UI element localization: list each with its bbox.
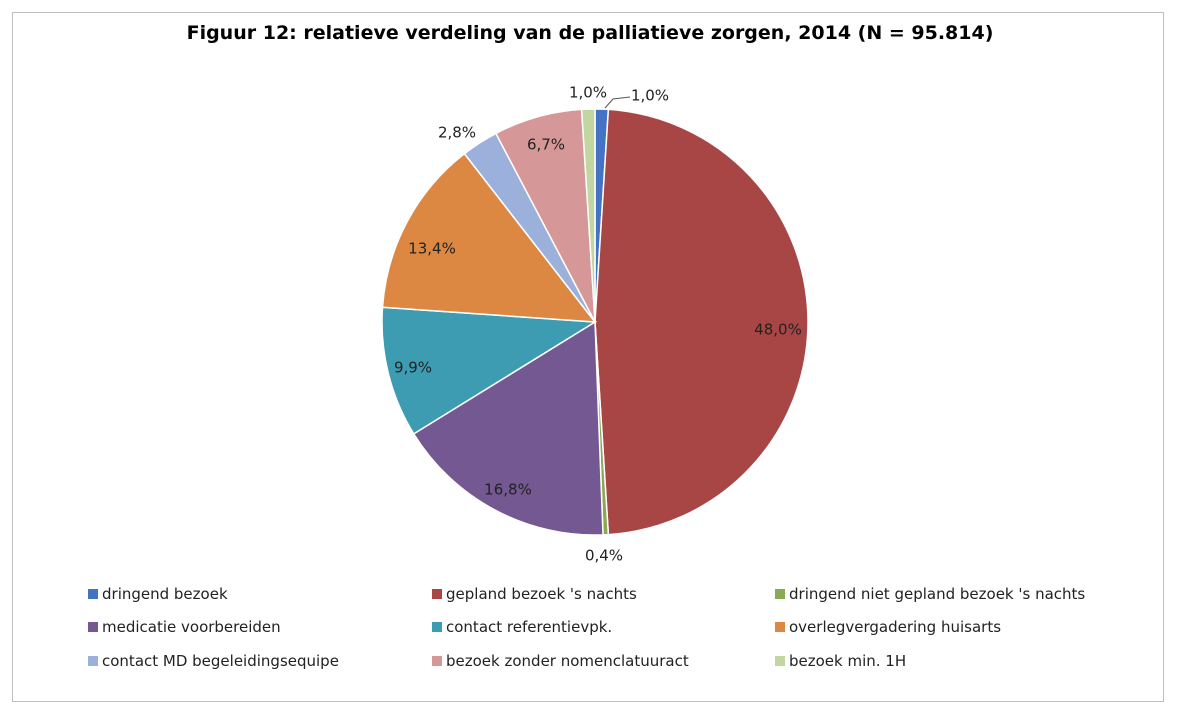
data-label: 1,0%: [631, 87, 669, 105]
legend-swatch: [88, 589, 98, 599]
data-label: 2,8%: [438, 124, 476, 142]
leader-line: [604, 96, 631, 109]
legend-item: medicatie voorbereiden: [88, 616, 281, 638]
data-label: 16,8%: [484, 481, 532, 499]
legend-label: contact MD begeleidingsequipe: [102, 652, 339, 670]
legend-label: gepland bezoek 's nachts: [446, 585, 637, 603]
legend-label: contact referentievpk.: [446, 618, 613, 636]
legend-item: contact referentievpk.: [432, 616, 612, 638]
data-label: 0,4%: [585, 547, 623, 565]
pie-slice: [594, 108, 809, 536]
legend-label: bezoek zonder nomenclatuuract: [446, 652, 689, 670]
legend-label: dringend bezoek: [102, 585, 228, 603]
legend-label: bezoek min. 1H: [789, 652, 907, 670]
legend-item: dringend niet gepland bezoek 's nachts: [775, 583, 1085, 605]
pie-slice: [580, 108, 596, 323]
legend-swatch: [775, 622, 785, 632]
pie-slice: [381, 306, 598, 435]
legend-item: contact MD begeleidingsequipe: [88, 650, 339, 672]
legend-item: gepland bezoek 's nachts: [432, 583, 637, 605]
legend-label: medicatie voorbereiden: [102, 618, 281, 636]
data-label: 13,4%: [408, 240, 456, 258]
data-label: 6,7%: [527, 136, 565, 154]
legend-swatch: [432, 589, 442, 599]
legend-swatch: [432, 656, 442, 666]
legend-swatch: [88, 656, 98, 666]
legend-item: bezoek min. 1H: [775, 650, 906, 672]
legend-item: dringend bezoek: [88, 583, 228, 605]
pie-slice: [381, 152, 597, 323]
legend-item: overlegvergadering huisarts: [775, 616, 1001, 638]
pie-slice: [412, 320, 604, 536]
data-label: 1,0%: [569, 84, 607, 102]
data-label: 9,9%: [394, 359, 432, 377]
legend-swatch: [432, 622, 442, 632]
legend-swatch: [88, 622, 98, 632]
legend-swatch: [775, 656, 785, 666]
chart-title: Figuur 12: relatieve verdeling van de pa…: [186, 22, 994, 44]
legend-item: bezoek zonder nomenclatuuract: [432, 650, 689, 672]
legend-label: dringend niet gepland bezoek 's nachts: [789, 585, 1086, 603]
legend-label: overlegvergadering huisarts: [789, 618, 1002, 636]
legend-swatch: [775, 589, 785, 599]
data-label: 48,0%: [754, 321, 802, 339]
